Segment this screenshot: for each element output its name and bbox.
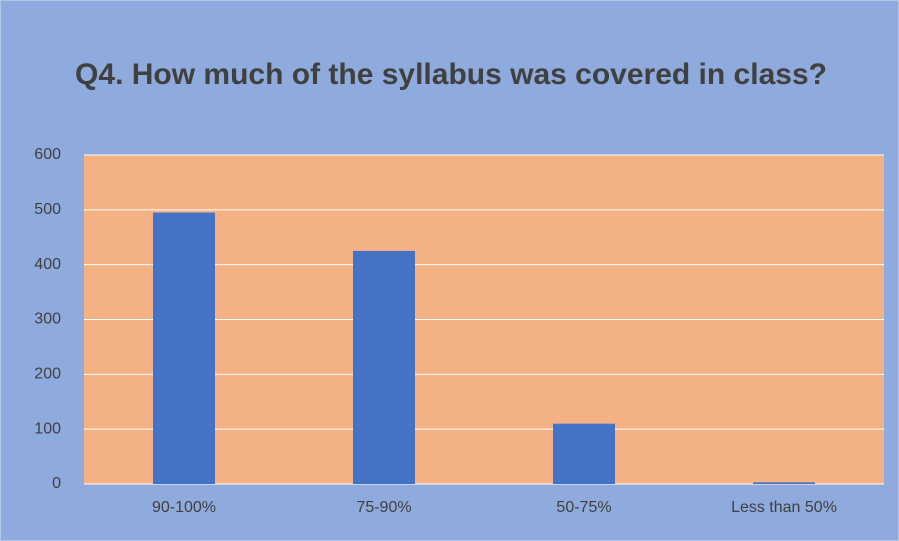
y-tick-label: 600 [34, 146, 61, 163]
y-tick-label: 0 [52, 475, 61, 492]
x-tick-label: 50-75% [556, 499, 611, 516]
bar [553, 423, 615, 484]
y-tick-label: 500 [34, 201, 61, 218]
x-tick-label: 75-90% [356, 499, 411, 516]
y-tick-label: 400 [34, 256, 61, 273]
bar [353, 250, 415, 484]
y-tick-label: 300 [34, 311, 61, 328]
x-tick-label: 90-100% [152, 499, 216, 516]
x-tick-label: Less than 50% [731, 499, 837, 516]
y-tick-label: 100 [34, 420, 61, 437]
chart-title: Q4. How much of the syllabus was covered… [75, 58, 827, 91]
y-tick-label: 200 [34, 366, 61, 383]
bar [753, 482, 815, 484]
bar [153, 212, 215, 484]
